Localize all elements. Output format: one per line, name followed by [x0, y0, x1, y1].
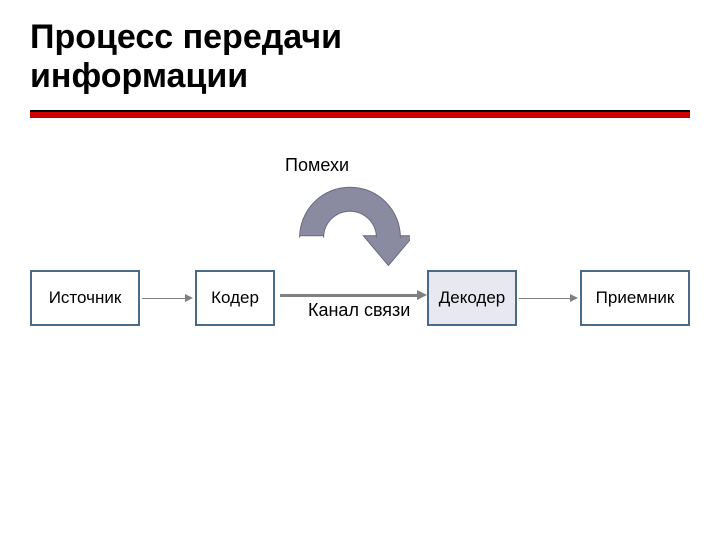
channel-arrow-line	[280, 294, 419, 297]
noise-label: Помехи	[285, 155, 349, 176]
page-title: Процесс передачиинформации	[30, 18, 342, 96]
receiver-label: Приемник	[596, 288, 675, 308]
channel-arrow-head-icon	[417, 290, 427, 300]
decoder-box: Декодер	[427, 270, 517, 326]
title-rule-red	[30, 112, 690, 118]
source-box: Источник	[30, 270, 140, 326]
encoder-box: Кодер	[195, 270, 275, 326]
decoder-label: Декодер	[439, 288, 506, 308]
receiver-box: Приемник	[580, 270, 690, 326]
channel-label: Канал связи	[308, 300, 410, 321]
arrow-decoder-receiver-line	[519, 298, 572, 299]
arrow-decoder-receiver-head-icon	[570, 294, 578, 302]
encoder-label: Кодер	[211, 288, 259, 308]
source-label: Источник	[49, 288, 122, 308]
arrow-source-encoder-line	[142, 298, 187, 299]
arrow-source-encoder-head-icon	[185, 294, 193, 302]
noise-arrow-icon	[290, 180, 410, 270]
